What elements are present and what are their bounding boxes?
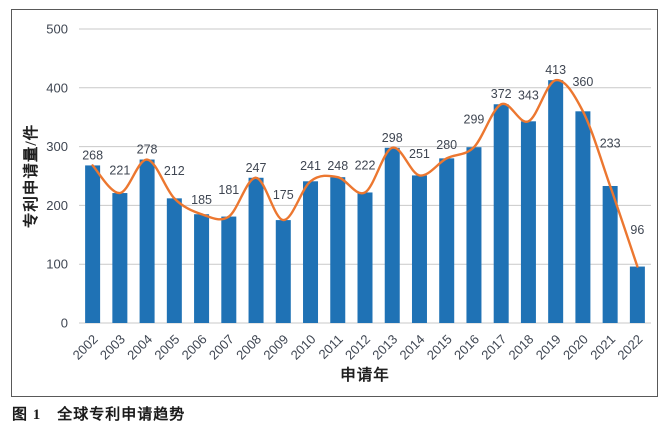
x-tick-label-2005: 2005	[151, 332, 182, 363]
x-tick-label-2018: 2018	[505, 332, 536, 363]
bar-2019	[548, 80, 564, 323]
bar-2012	[357, 192, 373, 323]
bar-2014	[411, 175, 427, 323]
data-label-2010: 241	[300, 159, 321, 173]
figure-label: 图 1	[12, 407, 42, 423]
global-patent-applications-chart: 0 100 200 300 400 500 268 221 278 212 185 181 247 175…	[21, 22, 651, 384]
bar-2010	[303, 181, 319, 323]
data-label-2015: 280	[436, 138, 457, 152]
data-label-2011: 248	[327, 159, 348, 173]
bar-2017	[493, 104, 509, 323]
x-tick-label-2008: 2008	[233, 332, 264, 363]
data-label-2017: 372	[491, 87, 512, 101]
x-tick-label-2016: 2016	[451, 332, 482, 363]
data-label-2002: 268	[82, 148, 103, 162]
x-tick-label-2007: 2007	[206, 332, 237, 363]
x-tick-label-2013: 2013	[369, 332, 400, 363]
bar-2003	[112, 193, 128, 323]
bar-2018	[520, 121, 536, 323]
x-tick-label-2011: 2011	[315, 332, 345, 362]
data-label-2020: 360	[572, 75, 593, 89]
y-tick-label: 0	[61, 316, 68, 331]
bar-2016	[466, 147, 482, 323]
bar-2022	[629, 266, 645, 323]
x-tick-label-2004: 2004	[124, 332, 155, 363]
x-tick-label-2009: 2009	[260, 332, 291, 363]
bar-2004	[139, 159, 155, 323]
data-label-2005: 212	[164, 164, 185, 178]
data-label-2014: 251	[409, 147, 430, 161]
x-tick-label-2002: 2002	[70, 332, 101, 363]
bar-2013	[384, 147, 400, 323]
trend-line	[91, 78, 639, 268]
data-label-2012: 222	[355, 158, 376, 172]
data-label-2018: 343	[518, 89, 539, 103]
chart-frame: 0 100 200 300 400 500 268 221 278 212 185 181 247 175…	[11, 9, 658, 397]
data-label-2021: 233	[600, 137, 621, 151]
x-tick-label-2006: 2006	[179, 332, 210, 363]
data-label-2009: 175	[273, 188, 294, 202]
data-label-2004: 278	[137, 143, 158, 157]
data-label-2013: 298	[382, 131, 403, 145]
y-tick-label: 400	[46, 80, 68, 95]
y-tick-label: 500	[46, 22, 68, 37]
bar-2005	[166, 198, 182, 323]
bar-2015	[439, 158, 455, 323]
bar-2021	[602, 185, 618, 323]
bar-2009	[275, 220, 291, 323]
y-axis-title: 专利申请量/件	[21, 124, 40, 228]
x-tick-label-2012: 2012	[342, 332, 373, 363]
data-label-2022: 96	[630, 223, 644, 237]
bar-2006	[194, 214, 210, 323]
figure-title: 全球专利申请趋势	[57, 407, 186, 423]
x-tick-label-2022: 2022	[614, 332, 645, 363]
y-tick-label: 100	[46, 257, 68, 272]
figure-caption: 图 1 全球专利申请趋势	[12, 403, 185, 424]
data-label-2003: 221	[109, 164, 130, 178]
y-tick-label: 300	[46, 139, 68, 154]
x-axis-title: 申请年	[340, 365, 390, 384]
data-label-2007: 181	[218, 183, 239, 197]
bar-2008	[248, 177, 264, 323]
bar-2007	[221, 216, 237, 323]
x-tick-label-2015: 2015	[424, 332, 455, 363]
bar-2011	[330, 177, 346, 323]
y-tick-label: 200	[46, 198, 68, 213]
x-tick-label-2014: 2014	[397, 332, 428, 363]
data-label-2008: 247	[246, 161, 267, 175]
bar-2020	[575, 111, 591, 323]
x-tick-label-2017: 2017	[478, 332, 509, 363]
x-tick-label-2020: 2020	[560, 332, 591, 363]
bar-2002	[85, 165, 101, 323]
data-label-2019: 413	[545, 63, 566, 77]
x-tick-label-2019: 2019	[533, 332, 564, 363]
data-label-2016: 299	[464, 112, 485, 126]
x-tick-label-2021: 2021	[587, 332, 618, 363]
x-tick-label-2003: 2003	[97, 332, 128, 363]
x-tick-label-2010: 2010	[288, 332, 319, 363]
data-label-2006: 185	[191, 193, 212, 207]
